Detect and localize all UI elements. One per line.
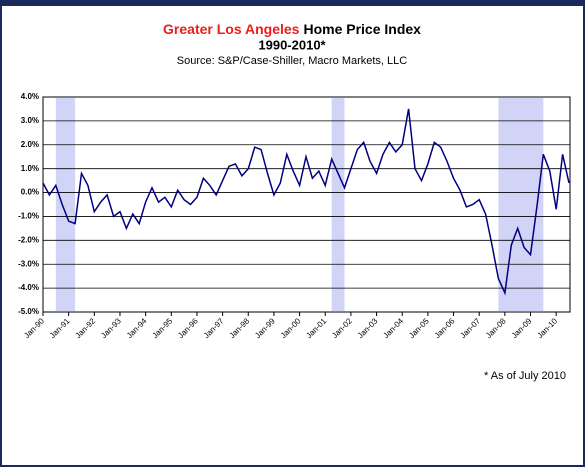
top-bar [0,0,585,6]
y-tick-label: -3.0% [18,259,39,268]
y-tick-label: 4.0% [21,92,39,101]
y-tick-label: 3.0% [21,116,39,125]
y-tick-label: -1.0% [18,212,39,221]
shaded-period [55,97,76,312]
y-tick-label: 1.0% [21,164,39,173]
title-text: Home Price Index [303,21,421,37]
shaded-period [498,97,544,312]
y-tick-label: -4.0% [18,283,39,292]
y-tick-label: -2.0% [18,235,39,244]
shaded-period [331,97,345,312]
footnote: * As of July 2010 [484,370,566,382]
subtitle: Source: S&P/Case-Shiller, Macro Markets,… [177,55,408,67]
title-highlight: Greater Los Angeles [163,21,300,37]
y-tick-label: 2.0% [21,140,39,149]
chart-title: Greater Los Angeles Home Price Index [163,21,421,37]
title-line2: 1990-2010* [258,37,326,52]
line-series [42,108,570,296]
y-tick-label: -5.0% [18,307,39,316]
plot-area [42,96,571,313]
y-tick-label: 0.0% [21,188,39,197]
